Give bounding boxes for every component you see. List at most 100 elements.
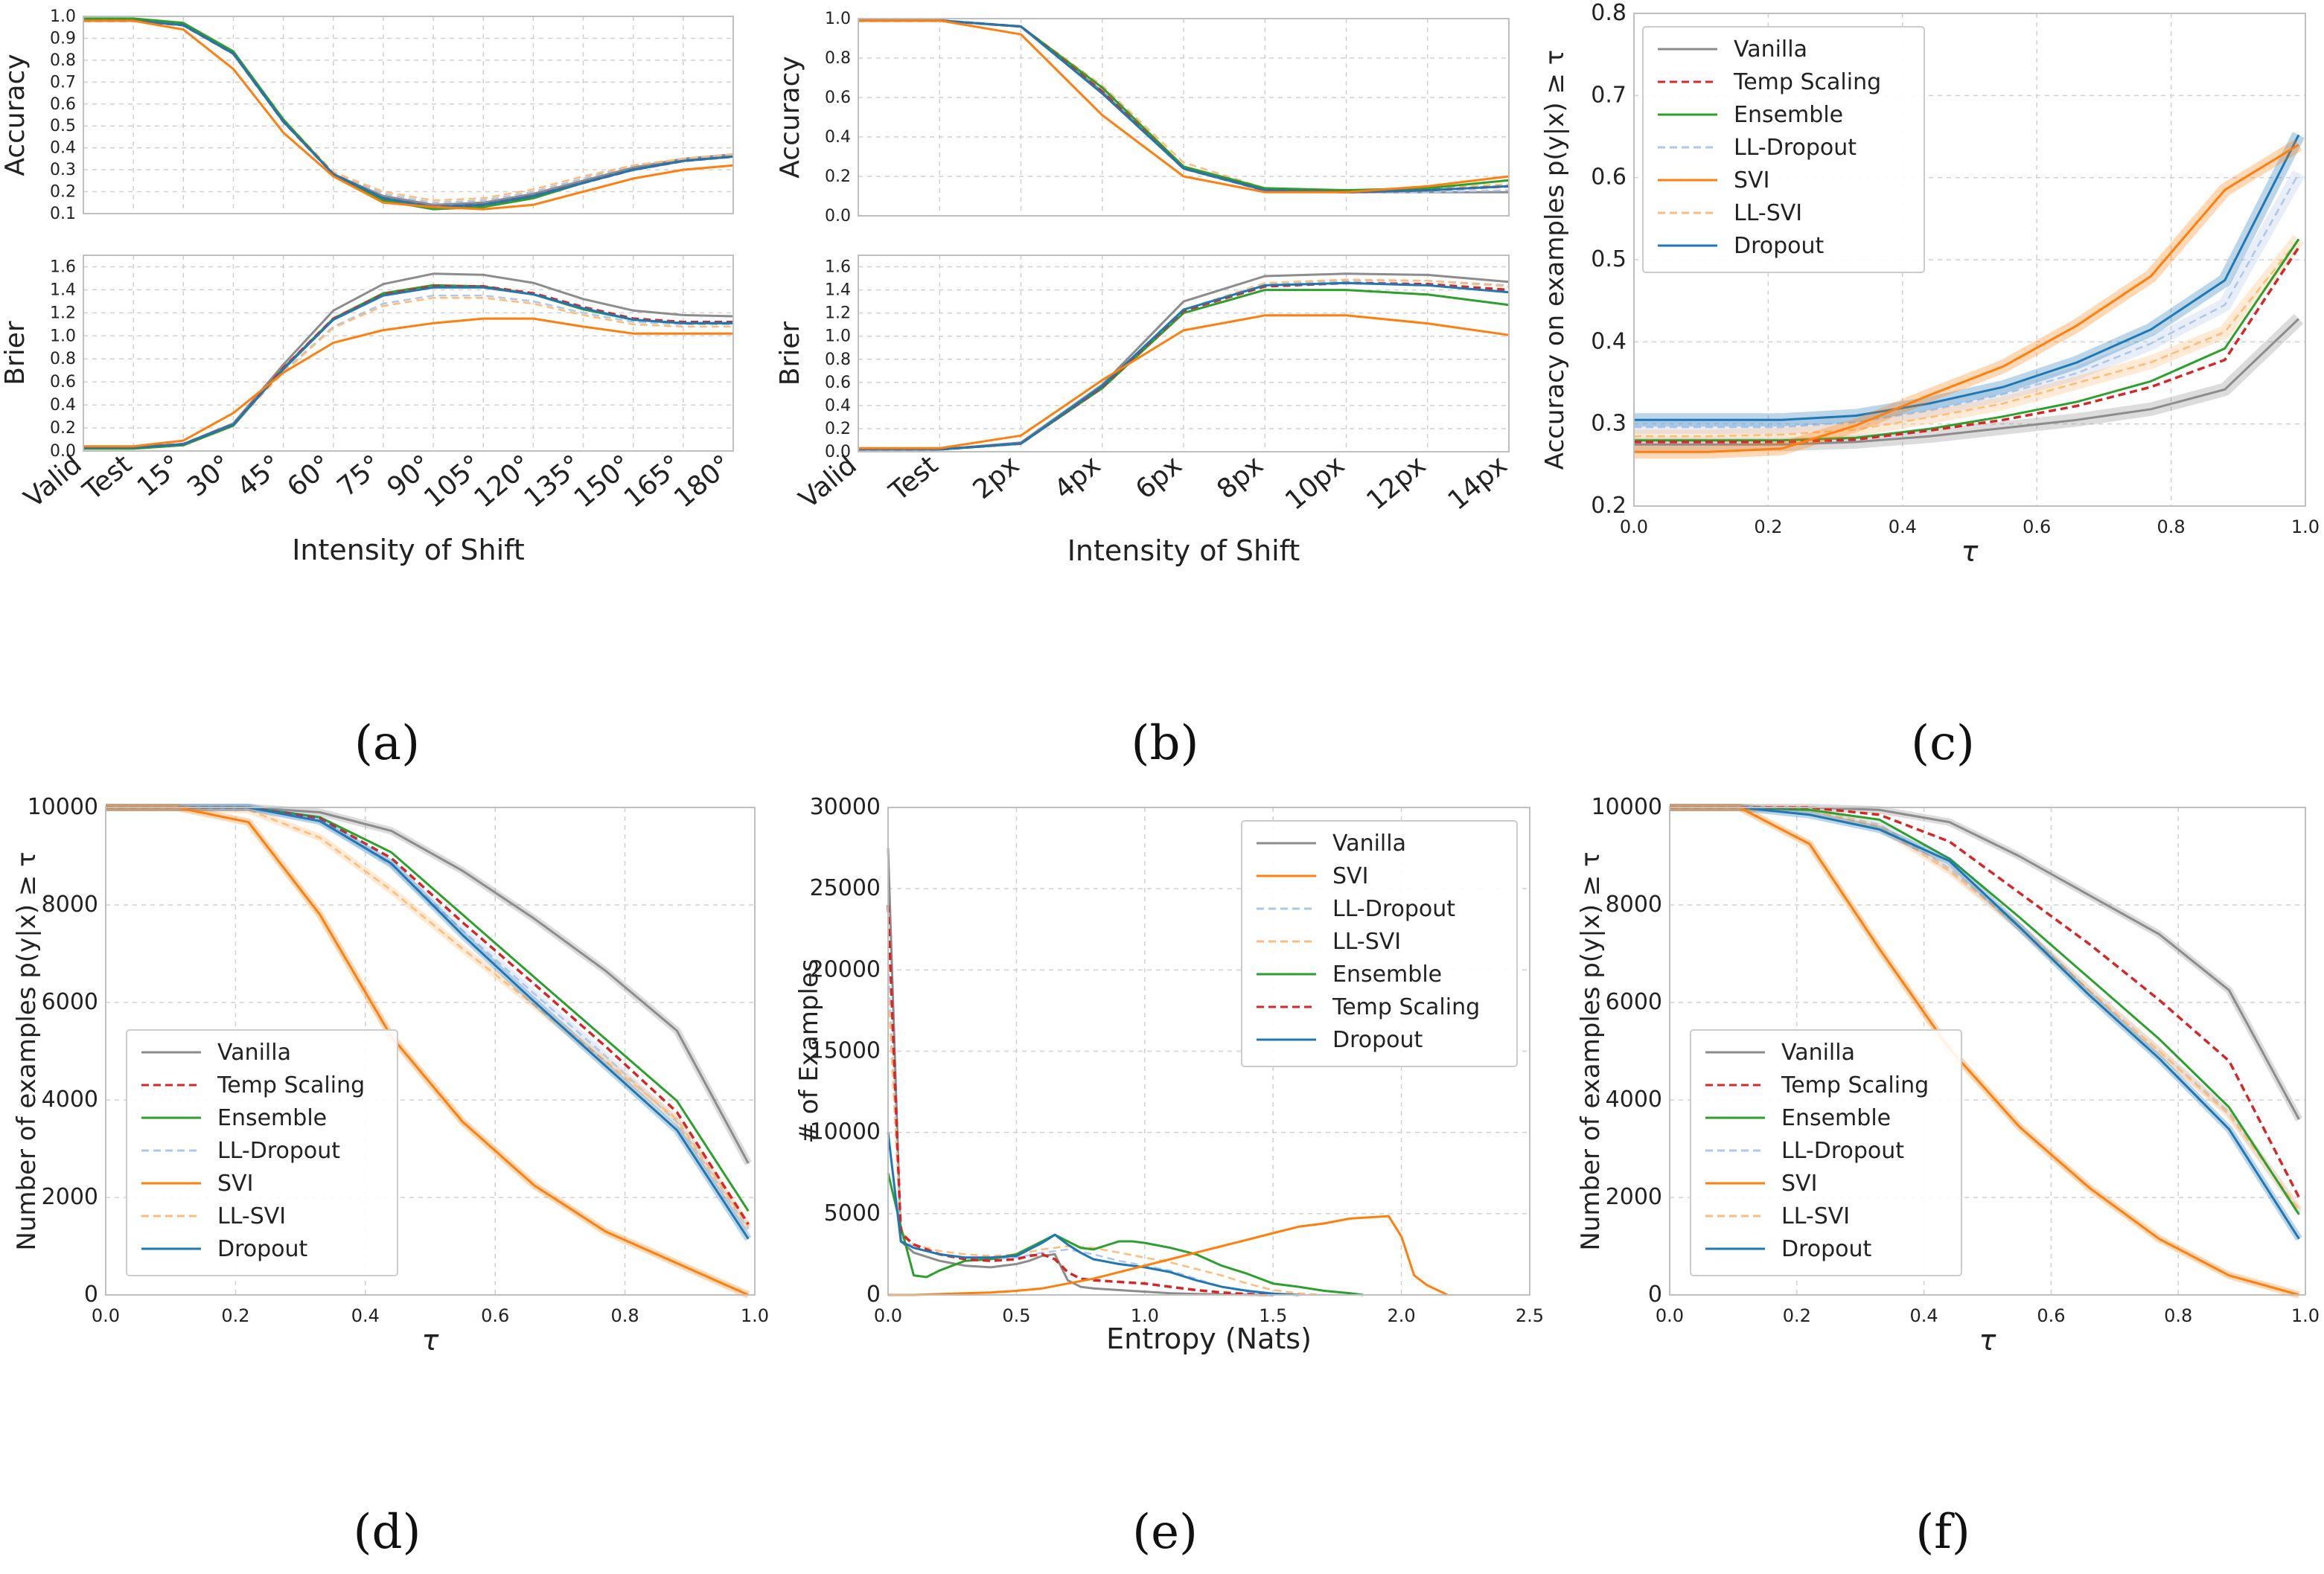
legend-label: Temp Scaling bbox=[1733, 69, 1881, 95]
y-tick-label: 0.8 bbox=[50, 350, 76, 368]
series-line-svi bbox=[83, 317, 733, 448]
caption-a: (a) bbox=[354, 716, 420, 771]
legend-label: LL-Dropout bbox=[217, 1138, 340, 1164]
series-line-svi bbox=[858, 19, 1510, 193]
legend-label: LL-Dropout bbox=[1332, 896, 1455, 922]
legend-label: SVI bbox=[1734, 167, 1769, 193]
y-tick-label: 0.8 bbox=[825, 49, 851, 68]
plot-frame bbox=[858, 18, 1510, 217]
legend-label: Vanilla bbox=[1734, 36, 1807, 63]
y-tick-label: 0.2 bbox=[50, 183, 76, 202]
series-line-dropout bbox=[1634, 134, 2300, 421]
legend-label: Vanilla bbox=[1781, 1040, 1855, 1066]
plot-frame bbox=[1633, 13, 2306, 507]
x-tick-label: 1.5 bbox=[1259, 1305, 1287, 1326]
y-tick-label: 0.8 bbox=[825, 351, 851, 369]
series-line-svi bbox=[1670, 806, 2299, 1296]
y-tick-label: 1.4 bbox=[825, 281, 851, 300]
x-tick-label: 0.5 bbox=[1002, 1305, 1030, 1326]
x-tick-label: 0.2 bbox=[1783, 1305, 1811, 1326]
x-tick-label: 0.8 bbox=[2157, 516, 2186, 537]
caption-f: (f) bbox=[1915, 1505, 1970, 1560]
y-tick-label: 5000 bbox=[824, 1200, 881, 1226]
chart-e: 0 5000 10000 15000 20000 25000 30000 0.0 0.5 1.0 1… bbox=[794, 794, 1544, 1355]
y-tick-label: 0.9 bbox=[50, 29, 76, 48]
legend: Vanilla Temp Scaling Ensemble LL-Dropout SVI… bbox=[126, 1029, 398, 1276]
y-tick-label: 1.4 bbox=[50, 281, 76, 299]
y-tick-label: 0.6 bbox=[50, 95, 76, 114]
x-tick-label: 1.0 bbox=[741, 1305, 769, 1326]
chart-c: 0.20.30.40.50.60.70.80.0 0.2 0.4 0.6 0.8 1.0A… bbox=[1540, 0, 2320, 568]
y-tick-label: 1.6 bbox=[50, 257, 76, 276]
y-tick-label: 6000 bbox=[1606, 989, 1662, 1015]
legend: Vanilla SVI LL-Dropout LL-SVI Ensemble Temp S… bbox=[1241, 820, 1518, 1067]
y-tick-label: 0.3 bbox=[50, 161, 76, 179]
y-tick-label: 0.3 bbox=[1591, 411, 1627, 437]
y-tick-label: 0.5 bbox=[1591, 246, 1627, 272]
plot-frame bbox=[105, 807, 756, 1296]
plot-frame bbox=[858, 255, 1510, 452]
y-axis-label: Accuracy bbox=[775, 56, 805, 178]
x-tick-label: 1.0 bbox=[2291, 516, 2320, 537]
y-tick-label: 6000 bbox=[42, 989, 98, 1015]
series-line-dropout bbox=[83, 286, 733, 449]
plot-frame bbox=[83, 16, 734, 214]
y-tick-label: 0.4 bbox=[825, 128, 851, 147]
y-axis-label: Accuracy bbox=[0, 54, 31, 176]
legend: Vanilla Temp Scaling Ensemble LL-Dropout SVI… bbox=[1690, 1029, 1962, 1276]
legend-label: SVI bbox=[1332, 863, 1368, 889]
y-axis-label: Accuracy on examples p(y|x) ≥ τ bbox=[1540, 50, 1570, 470]
y-tick-label: 10000 bbox=[1592, 794, 1662, 820]
y-tick-label: 0.4 bbox=[1591, 328, 1627, 354]
legend-label: Dropout bbox=[217, 1236, 308, 1262]
y-axis-label: Number of examples p(y|x) ≥ τ bbox=[1576, 851, 1606, 1250]
x-tick-label: 0.4 bbox=[1889, 516, 1917, 537]
y-tick-label: 8000 bbox=[42, 892, 98, 918]
series-line-ensemble bbox=[887, 1172, 1364, 1296]
legend-label: Ensemble bbox=[217, 1105, 327, 1131]
legend-label: Dropout bbox=[1734, 233, 1825, 259]
y-tick-label: 0.4 bbox=[50, 139, 76, 158]
series-line-ll-svi bbox=[1634, 238, 2299, 438]
legend-label: Ensemble bbox=[1332, 962, 1442, 988]
legend-label: Temp Scaling bbox=[1781, 1072, 1929, 1098]
x-tick-label: 0.0 bbox=[1620, 516, 1648, 537]
series-line-dropout bbox=[83, 19, 734, 208]
y-tick-label: 2000 bbox=[42, 1184, 98, 1210]
y-axis-label: Brier bbox=[775, 321, 805, 386]
x-tick-label: 0.6 bbox=[2037, 1305, 2065, 1326]
x-tick-label: 0.2 bbox=[1754, 516, 1782, 537]
y-tick-label: 0 bbox=[84, 1282, 98, 1308]
x-tick-label: 1.0 bbox=[2291, 1305, 2320, 1326]
y-tick-label: 0.0 bbox=[825, 443, 851, 461]
x-tick-label: 0.2 bbox=[221, 1305, 249, 1326]
legend-box bbox=[1642, 26, 1925, 273]
legend-label: LL-Dropout bbox=[1781, 1138, 1904, 1164]
series-line-temp-scaling bbox=[1634, 246, 2300, 444]
plot-frame bbox=[887, 807, 1530, 1296]
series-line-svi bbox=[83, 19, 734, 211]
x-tick-label: 0.8 bbox=[611, 1305, 639, 1326]
series-line-ll-dropout bbox=[1670, 806, 2300, 1213]
x-tick-label: 0.6 bbox=[481, 1305, 509, 1326]
legend-label: LL-Dropout bbox=[1734, 135, 1857, 161]
y-tick-label: 20000 bbox=[810, 956, 881, 982]
y-axis-label: Number of examples p(y|x) ≥ τ bbox=[12, 851, 42, 1250]
x-tick-label: 0.4 bbox=[1910, 1305, 1938, 1326]
x-tick-label: 2.5 bbox=[1516, 1305, 1544, 1326]
y-tick-label: 0.6 bbox=[825, 374, 851, 392]
y-tick-label: 0.6 bbox=[825, 89, 851, 107]
chart-f: 0 2000 4000 6000 8000 10000 0.0 0.2 0.4 0.6 0.8 1.0… bbox=[1576, 794, 2320, 1357]
series-line-dropout bbox=[1670, 806, 2300, 1240]
x-tick-label: 0.0 bbox=[874, 1305, 902, 1326]
series-line-ll-svi bbox=[887, 986, 1325, 1296]
x-tick-label: 0.8 bbox=[2164, 1305, 2192, 1326]
y-tick-label: 2000 bbox=[1606, 1184, 1662, 1210]
y-tick-label: 0.2 bbox=[825, 420, 851, 438]
y-tick-label: 8000 bbox=[1606, 892, 1662, 918]
series-line-svi bbox=[888, 1215, 1449, 1296]
y-tick-label: 30000 bbox=[810, 794, 881, 820]
legend-box bbox=[1690, 1029, 1962, 1276]
legend-label: Ensemble bbox=[1734, 102, 1843, 128]
